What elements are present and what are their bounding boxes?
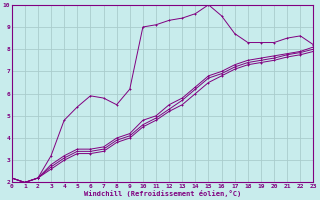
X-axis label: Windchill (Refroidissement éolien,°C): Windchill (Refroidissement éolien,°C)	[84, 190, 241, 197]
